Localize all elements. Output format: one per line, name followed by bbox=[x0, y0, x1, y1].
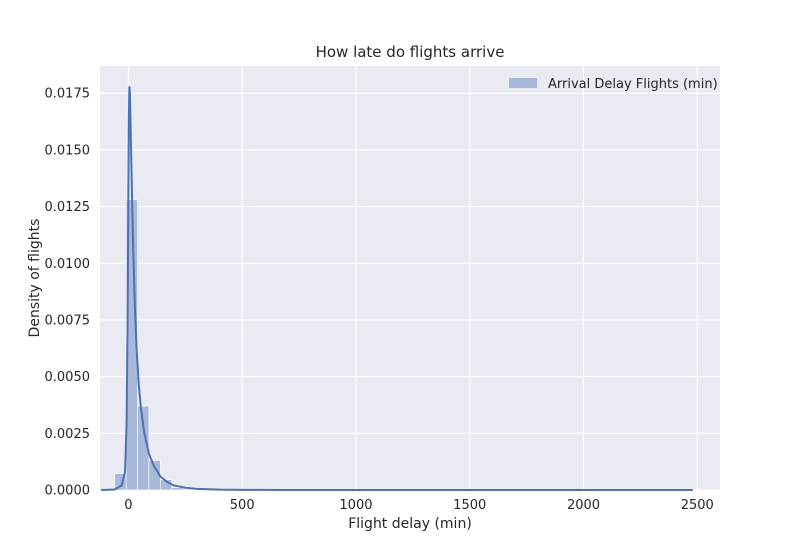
x-tick-labels: 0 500 1000 1500 2000 2500 bbox=[124, 498, 713, 513]
x-tick-label: 1500 bbox=[453, 498, 486, 513]
kde-line bbox=[101, 86, 693, 491]
x-tick-label: 500 bbox=[230, 498, 255, 513]
y-tick-labels: 0.0000 0.0025 0.0050 0.0075 0.0100 0.0125 0.01… bbox=[45, 87, 91, 499]
y-tick-label: 0.0050 bbox=[45, 370, 91, 385]
y-tick-label: 0.0175 bbox=[45, 87, 91, 102]
y-tick-label: 0.0075 bbox=[45, 313, 91, 328]
legend-label: Arrival Delay Flights (min) bbox=[548, 77, 718, 92]
y-tick-label: 0.0025 bbox=[45, 427, 91, 442]
x-tick-label: 1000 bbox=[339, 498, 372, 513]
legend-swatch bbox=[509, 78, 537, 88]
chart-title: How late do flights arrive bbox=[316, 43, 505, 61]
legend: Arrival Delay Flights (min) bbox=[509, 77, 718, 92]
histogram-bar bbox=[137, 405, 150, 491]
y-tick-label: 0.0150 bbox=[45, 143, 91, 158]
y-axis-label: Density of flights bbox=[27, 219, 43, 338]
y-tick-label: 0.0000 bbox=[45, 484, 91, 499]
x-tick-label: 2000 bbox=[567, 498, 600, 513]
x-tick-label: 0 bbox=[124, 498, 132, 513]
x-axis-label: Flight delay (min) bbox=[348, 516, 472, 532]
histogram-bar bbox=[171, 487, 184, 491]
plot-background bbox=[100, 66, 720, 490]
histogram-bars bbox=[114, 199, 184, 491]
x-tick-label: 2500 bbox=[681, 498, 714, 513]
y-tick-label: 0.0100 bbox=[45, 257, 91, 272]
grid-lines bbox=[100, 66, 720, 491]
y-tick-label: 0.0125 bbox=[45, 200, 91, 215]
